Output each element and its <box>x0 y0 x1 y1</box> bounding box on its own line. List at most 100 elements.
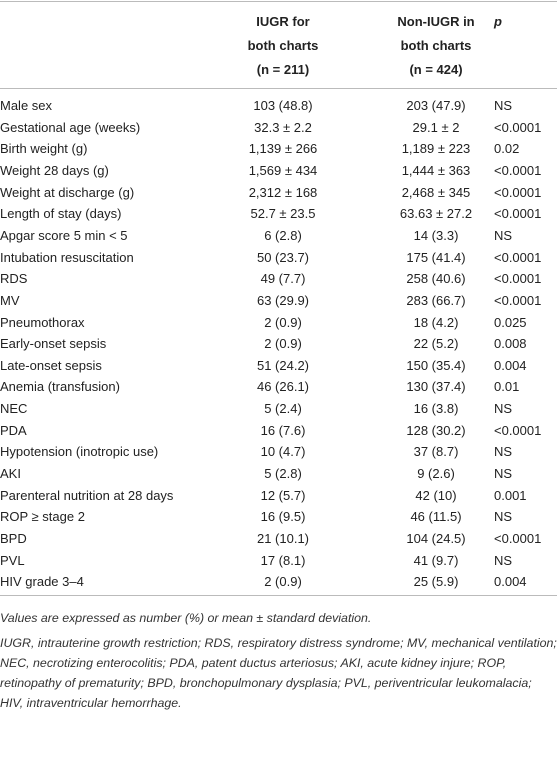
p-value: 0.001 <box>494 487 527 503</box>
cell: 63 (29.9) <box>256 292 310 308</box>
row-label: AKI <box>0 466 21 482</box>
top-rule <box>0 1 557 2</box>
row-label: RDS <box>0 271 28 287</box>
cell: 41 (9.7) <box>413 552 459 568</box>
cell: 1,139 ± 266 <box>248 141 318 157</box>
cell: 12 (5.7) <box>260 487 306 503</box>
footnote: Values are expressed as number (%) or me… <box>0 611 372 625</box>
cell: 1,569 ± 434 <box>248 162 318 178</box>
cell: 22 (5.2) <box>413 336 459 352</box>
cell: 49 (7.7) <box>260 271 306 287</box>
row-label: MV <box>0 292 20 308</box>
cell: 10 (4.7) <box>260 444 306 460</box>
cell: 5 (2.8) <box>264 466 302 482</box>
p-value: NS <box>494 401 513 417</box>
row-label: BPD <box>0 531 27 546</box>
row-label: PDA <box>0 422 27 438</box>
row-label: Apgar score 5 min < 5 <box>0 227 128 243</box>
cell: 21 (10.1) <box>256 531 310 546</box>
cell: 9 (2.6) <box>417 466 455 482</box>
cell: 42 (10) <box>415 487 457 503</box>
p-value: <0.0001 <box>494 162 542 178</box>
header-cell: both charts <box>247 38 319 53</box>
p-value: <0.0001 <box>494 206 542 222</box>
row-label: Hypotension (inotropic use) <box>0 444 159 460</box>
row-label: Weight 28 days (g) <box>0 162 109 178</box>
bottom-rule <box>0 595 557 596</box>
header-cell: IUGR for <box>256 14 310 29</box>
header-rule <box>0 88 557 89</box>
p-value: 0.02 <box>494 141 520 157</box>
cell: 14 (3.3) <box>413 227 459 243</box>
cell: 258 (40.6) <box>406 271 466 287</box>
cell: 1,189 ± 223 <box>401 141 471 157</box>
p-value: 0.004 <box>494 574 527 590</box>
cell: 103 (48.8) <box>253 98 313 113</box>
cell: 63.63 ± 27.2 <box>399 206 473 222</box>
p-value: <0.0001 <box>494 531 542 546</box>
p-value: NS <box>494 552 513 568</box>
cell: 16 (7.6) <box>260 422 306 438</box>
p-value: <0.0001 <box>494 249 542 265</box>
p-value: <0.0001 <box>494 292 542 308</box>
row-label: Birth weight (g) <box>0 141 88 157</box>
cell: 2 (0.9) <box>264 574 302 590</box>
p-value: <0.0001 <box>494 184 542 200</box>
cell: 29.1 ± 2 <box>412 119 460 135</box>
header-cell: (n = 211) <box>256 62 310 77</box>
p-value: 0.025 <box>494 314 527 330</box>
cell: 32.3 ± 2.2 <box>254 119 312 135</box>
p-value: <0.0001 <box>494 271 542 287</box>
p-value: 0.004 <box>494 357 527 373</box>
cell: 17 (8.1) <box>260 552 306 568</box>
cell: 2 (0.9) <box>264 314 302 330</box>
cell: 5 (2.4) <box>264 401 302 417</box>
cell: 2,312 ± 168 <box>248 184 318 200</box>
row-label: Length of stay (days) <box>0 206 122 222</box>
cell: 175 (41.4) <box>406 249 466 265</box>
p-value: NS <box>494 227 513 243</box>
header-cell: p <box>494 14 502 29</box>
p-value: <0.0001 <box>494 422 542 438</box>
row-label: Pneumothorax <box>0 314 85 330</box>
p-value: NS <box>494 509 513 525</box>
row-label: Weight at discharge (g) <box>0 184 135 200</box>
row-label: HIV grade 3–4 <box>0 574 84 590</box>
p-value: NS <box>494 466 513 482</box>
row-label: ROP ≥ stage 2 <box>0 509 85 525</box>
cell: 2,468 ± 345 <box>401 184 471 200</box>
row-label: PVL <box>0 552 25 568</box>
p-value: 0.008 <box>494 336 527 352</box>
cell: 283 (66.7) <box>406 292 466 308</box>
row-label: Male sex <box>0 98 53 113</box>
row-label: Intubation resuscitation <box>0 249 134 265</box>
footnote: IUGR, intrauterine growth restriction; R… <box>0 636 557 710</box>
cell: 2 (0.9) <box>264 336 302 352</box>
cell: 51 (24.2) <box>256 357 310 373</box>
cell: 1,444 ± 363 <box>401 162 471 178</box>
cell: 46 (11.5) <box>410 509 462 525</box>
row-label: Gestational age (weeks) <box>0 119 141 135</box>
row-label: Late-onset sepsis <box>0 357 102 373</box>
p-value: <0.0001 <box>494 119 542 135</box>
cell: 203 (47.9) <box>406 98 466 113</box>
cell: 130 (37.4) <box>406 379 466 395</box>
cell: 16 (9.5) <box>260 509 306 525</box>
header-cell: Non-IUGR in <box>397 14 475 29</box>
header-cell: both charts <box>400 38 472 53</box>
header-cell: (n = 424) <box>409 62 463 77</box>
p-value: 0.01 <box>494 379 520 395</box>
cell: 25 (5.9) <box>413 574 459 590</box>
cell: 150 (35.4) <box>406 357 466 373</box>
cell: 52.7 ± 23.5 <box>250 206 316 222</box>
cell: 6 (2.8) <box>264 227 302 243</box>
cell: 18 (4.2) <box>413 314 459 330</box>
cell: 50 (23.7) <box>256 249 310 265</box>
cell: 128 (30.2) <box>406 422 466 438</box>
row-label: Anemia (transfusion) <box>0 379 120 395</box>
cell: 104 (24.5) <box>406 531 466 546</box>
p-value: NS <box>494 98 513 113</box>
cell: 37 (8.7) <box>413 444 459 460</box>
cell: 16 (3.8) <box>413 401 459 417</box>
